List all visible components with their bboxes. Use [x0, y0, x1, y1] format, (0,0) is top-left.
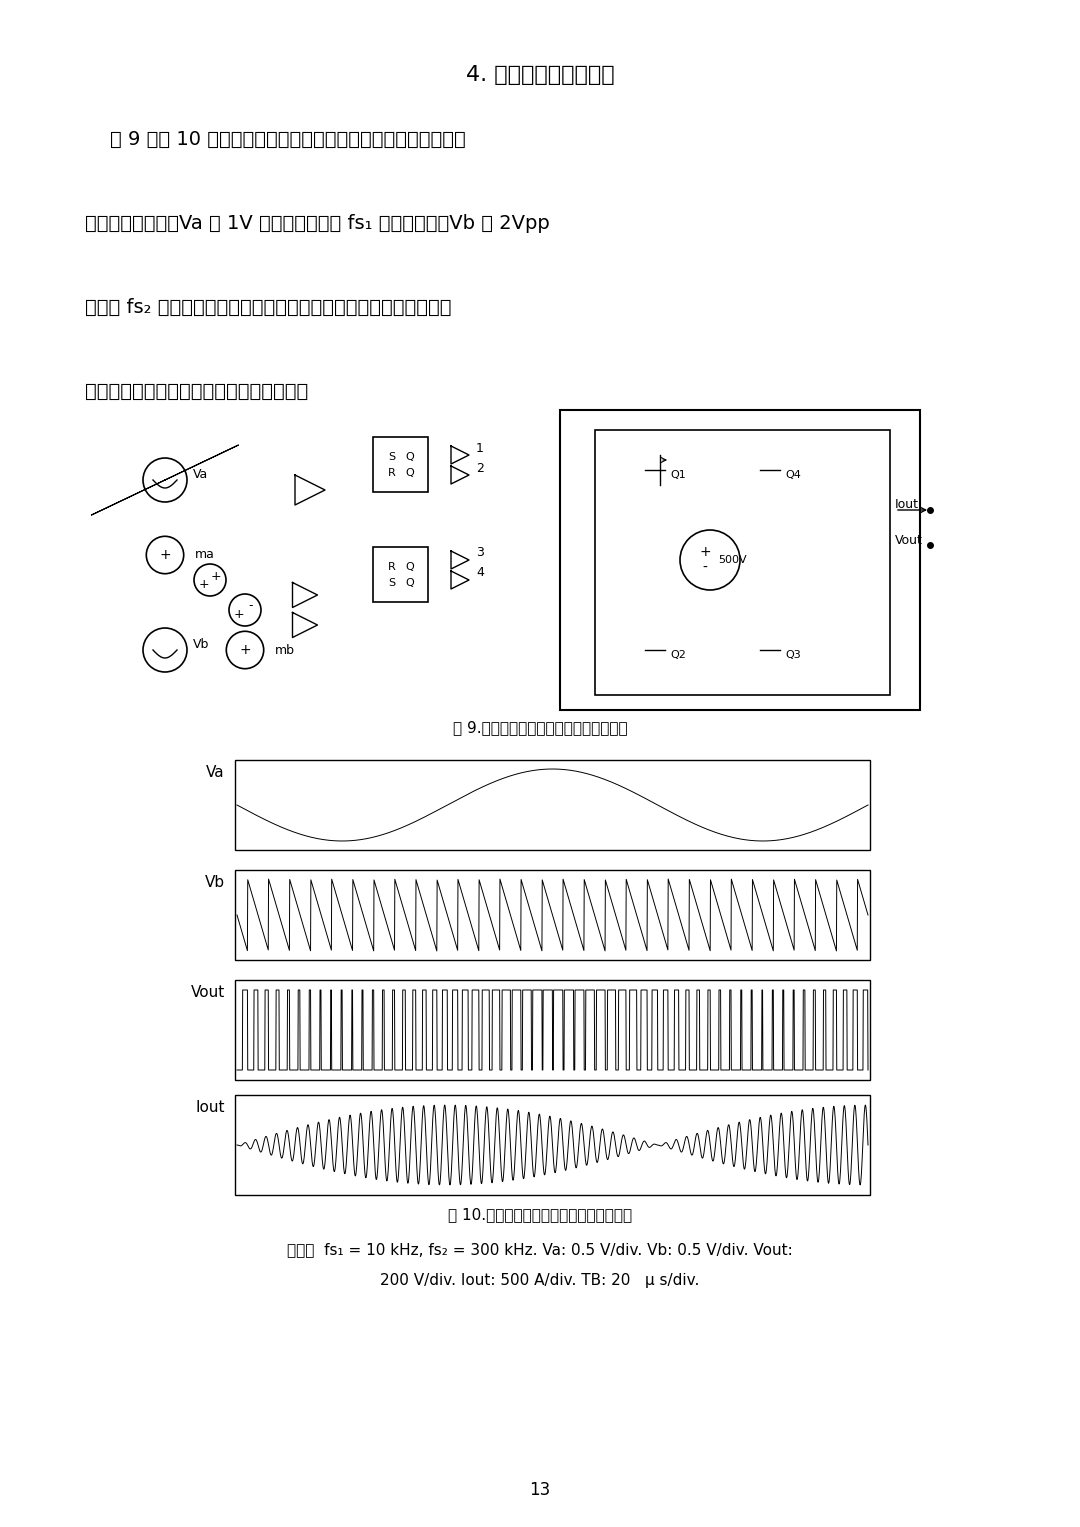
- Text: 1: 1: [476, 441, 484, 455]
- Text: 图 9.双频串联逆变器电源和控制级的简图: 图 9.双频串联逆变器电源和控制级的简图: [453, 721, 627, 736]
- Bar: [373, 437, 428, 492]
- Bar: [235, 870, 870, 960]
- Text: 图 9 和图 10 显示了双频串联逆变器电源和控制级和它们的相关: 图 9 和图 10 显示了双频串联逆变器电源和控制级和它们的相关: [85, 130, 465, 150]
- Text: Va: Va: [206, 765, 225, 780]
- Text: Iout: Iout: [895, 498, 919, 512]
- Text: Vout: Vout: [895, 533, 923, 547]
- Text: +: +: [233, 608, 244, 620]
- Text: 4: 4: [476, 567, 484, 580]
- Text: +: +: [199, 577, 210, 591]
- Polygon shape: [293, 582, 318, 608]
- Text: +: +: [239, 643, 251, 657]
- Text: 模拟波形的简图。Va 是 1V 最大振幅和频率 fs₁ 的正弦波形。Vb 是 2Vpp: 模拟波形的简图。Va 是 1V 最大振幅和频率 fs₁ 的正弦波形。Vb 是 2…: [85, 214, 550, 234]
- Text: -: -: [703, 560, 707, 576]
- Text: 波形，  fs₁ = 10 kHz, fs₂ = 300 kHz. Va: 0.5 V/div. Vb: 0.5 V/div. Vout:: 波形， fs₁ = 10 kHz, fs₂ = 300 kHz. Va: 0.5…: [287, 1243, 793, 1258]
- Bar: [561, 411, 920, 710]
- Text: R: R: [388, 467, 395, 478]
- Text: Q: Q: [405, 562, 414, 573]
- Text: Iout: Iout: [195, 1099, 225, 1115]
- Text: +: +: [699, 545, 711, 559]
- Text: 图 10.双频串联逆变器电源和控制级的模拟: 图 10.双频串联逆变器电源和控制级的模拟: [448, 1208, 632, 1223]
- Text: 2: 2: [476, 461, 484, 475]
- Bar: [595, 431, 890, 695]
- Text: Va: Va: [193, 469, 208, 481]
- Polygon shape: [293, 612, 318, 637]
- Text: S: S: [388, 579, 395, 588]
- Text: R: R: [388, 562, 395, 573]
- Polygon shape: [295, 475, 325, 505]
- Bar: [373, 547, 428, 602]
- Text: Vb: Vb: [193, 638, 210, 652]
- Text: Vb: Vb: [205, 875, 225, 890]
- Text: Q̄: Q̄: [405, 579, 414, 588]
- Text: Q̄: Q̄: [405, 467, 414, 478]
- Text: 和频率 fs₂ 的对称三角形波形。从这个讯号，我们获得了两个新的三: 和频率 fs₂ 的对称三角形波形。从这个讯号，我们获得了两个新的三: [85, 298, 451, 318]
- Text: 500V: 500V: [718, 554, 746, 565]
- Text: 4. 双频串联逆变器介绍: 4. 双频串联逆变器介绍: [465, 66, 615, 86]
- Text: 200 V/div. Iout: 500 A/div. TB: 20   μ s/div.: 200 V/div. Iout: 500 A/div. TB: 20 μ s/d…: [380, 1272, 700, 1287]
- Text: mb: mb: [275, 643, 295, 657]
- Text: -: -: [248, 600, 253, 612]
- Text: ma: ma: [195, 548, 215, 562]
- Polygon shape: [451, 571, 469, 589]
- Text: +: +: [159, 548, 171, 562]
- Text: Q4: Q4: [785, 470, 801, 479]
- Text: Vout: Vout: [191, 985, 225, 1000]
- Bar: [235, 760, 870, 851]
- Text: S: S: [388, 452, 395, 463]
- Polygon shape: [451, 466, 469, 484]
- Text: Q1: Q1: [670, 470, 686, 479]
- Bar: [235, 1095, 870, 1196]
- Text: +: +: [211, 570, 221, 582]
- Bar: [235, 980, 870, 1080]
- Text: 角波形，它的形成是通过加减一个直流电压: 角波形，它的形成是通过加减一个直流电压: [85, 382, 308, 402]
- Text: Q3: Q3: [785, 651, 800, 660]
- Text: 3: 3: [476, 547, 484, 559]
- Polygon shape: [451, 551, 469, 570]
- Text: Q2: Q2: [670, 651, 686, 660]
- Text: 13: 13: [529, 1481, 551, 1500]
- Text: Q: Q: [405, 452, 414, 463]
- Polygon shape: [451, 446, 469, 464]
